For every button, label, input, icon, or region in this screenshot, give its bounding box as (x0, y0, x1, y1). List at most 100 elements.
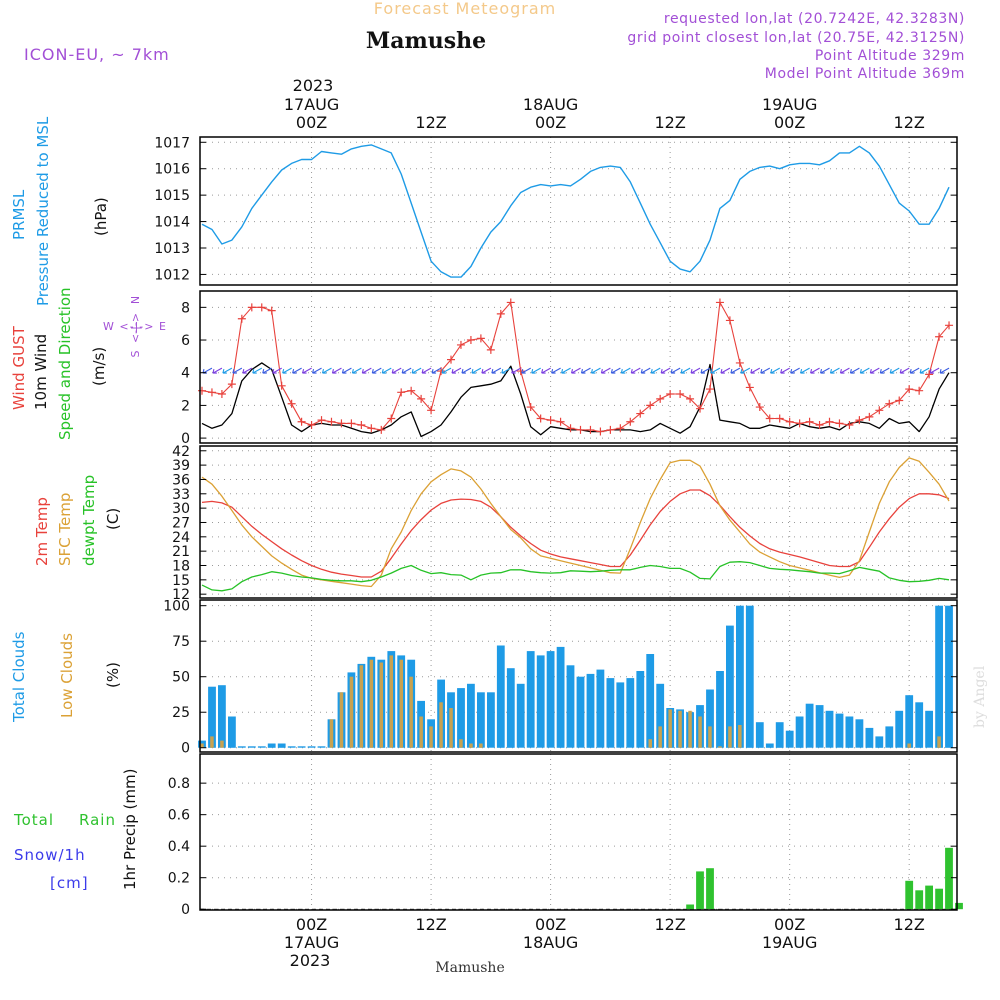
low-cloud-bar (359, 665, 364, 748)
total-cloud-bar (287, 746, 296, 748)
rain-bar (935, 888, 943, 910)
wind-direction-arrow (810, 367, 820, 374)
wind-direction-arrow (570, 367, 581, 374)
gust-point (247, 303, 256, 312)
top-date-label: 18AUG (523, 95, 578, 114)
low-cloud-bar (668, 709, 672, 748)
low-cloud-bar (698, 716, 702, 748)
compass-ns-bar: <-|-> (129, 313, 142, 343)
rain-bar (905, 880, 914, 910)
gust-point (466, 336, 475, 345)
total-cloud-bar (875, 736, 884, 748)
wind-direction-arrow (690, 367, 701, 374)
ytick-label-clouds: 75 (172, 634, 190, 650)
bottom-date-label: 19AUG (762, 933, 817, 952)
low-cloud-bar (688, 710, 692, 748)
temp-label-dewpt: dewpt Temp (80, 475, 98, 566)
wind-direction-arrow (262, 367, 273, 374)
gust-point (197, 386, 206, 395)
wind-direction-arrow (401, 367, 412, 374)
low-cloud-bar (907, 743, 911, 748)
panel-frame-wind (199, 290, 958, 444)
ytick-label-pressure: 1012 (154, 267, 190, 283)
panel-frame-clouds (199, 599, 958, 753)
gust-point (297, 417, 306, 426)
wind-direction-arrow (441, 367, 452, 374)
wind-direction-arrow (391, 367, 402, 374)
gust-point (895, 396, 904, 405)
ytick-label-temp: 18 (172, 558, 190, 574)
precip-label-total: Total (13, 811, 54, 829)
wind-direction-arrow (720, 367, 731, 374)
gust-point (576, 425, 585, 434)
total-cloud-bar (636, 671, 645, 748)
wind-direction-arrow (680, 367, 691, 374)
gust-point (496, 309, 505, 318)
total-cloud-bar (566, 665, 575, 748)
ytick-label-pressure: 1016 (154, 162, 190, 178)
low-cloud-bar (449, 708, 453, 748)
low-cloud-bar (389, 655, 393, 748)
bottom-date-label: 18AUG (523, 933, 578, 952)
panel-frame-precip (199, 753, 958, 911)
gust-point (606, 425, 615, 434)
total-cloud-bar (835, 713, 844, 748)
gust-point (835, 419, 844, 428)
grid-layer (200, 137, 957, 910)
total-cloud-bar (706, 689, 714, 748)
ytick-label-precip: 0 (181, 902, 190, 918)
gust-point (725, 316, 734, 325)
wind-direction-arrow (700, 367, 711, 374)
low-cloud-bar (648, 739, 652, 748)
clouds-label-total: Total Clouds (10, 631, 28, 723)
total-cloud-bar (277, 743, 286, 748)
point-altitude: Point Altitude 329m (815, 48, 965, 64)
precip-unit: 1hr Precip (mm) (121, 769, 139, 890)
total-cloud-bar (646, 654, 655, 748)
total-cloud-bar (506, 668, 515, 748)
wind-label-10m: 10m Wind (32, 334, 50, 410)
wind-direction-arrow (561, 367, 571, 374)
gust-point (755, 403, 764, 412)
total-cloud-bar (556, 646, 565, 748)
wind-direction-arrow (899, 367, 910, 374)
panel-frames: 1012101310141015101610170246812151821242… (154, 95, 958, 952)
low-cloud-bar (210, 736, 214, 748)
total-cloud-bar (855, 719, 864, 748)
gust-point (616, 424, 625, 433)
ytick-label-temp: 27 (172, 515, 190, 531)
compass-s-label: S (129, 350, 142, 357)
temp-label-2m: 2m Temp (33, 497, 51, 566)
ytick-label-clouds: 50 (172, 670, 190, 686)
gust-point (207, 388, 216, 397)
gust-point (735, 358, 744, 367)
gust-point (845, 421, 854, 430)
gust-point (267, 306, 276, 315)
low-cloud-bar (728, 726, 732, 748)
gust-point (227, 380, 236, 389)
wind-direction-arrow (839, 367, 850, 374)
temp-label-sfc: SFC Temp (56, 493, 74, 566)
wind-direction-arrow (471, 367, 482, 374)
gust-point (705, 385, 714, 394)
total-cloud-bar (895, 710, 904, 748)
wind-direction-arrow (491, 367, 502, 374)
wind-direction-arrow (272, 367, 282, 374)
gust-point (357, 421, 366, 430)
gust-point (825, 417, 834, 426)
requested-coords: requested lon,lat (20.7242E, 42.3283N) (664, 11, 965, 27)
wind-gust-line (201, 301, 950, 433)
total-cloud-bar (487, 692, 495, 748)
gust-point (546, 416, 555, 425)
total-cloud-bar (616, 682, 625, 748)
ytick-label-precip: 0.4 (168, 839, 190, 855)
wind-direction-arrow (590, 367, 601, 374)
temp-line-0 (201, 489, 950, 578)
bottom-year: 2023 (290, 951, 331, 970)
footer-location: Mamushe (435, 960, 504, 976)
low-cloud-bar (678, 710, 682, 748)
top-date-label: 17AUG (284, 95, 339, 114)
ytick-label-pressure: 1017 (154, 135, 190, 151)
total-cloud-bar (606, 678, 615, 748)
wind-direction-arrow (800, 367, 810, 374)
